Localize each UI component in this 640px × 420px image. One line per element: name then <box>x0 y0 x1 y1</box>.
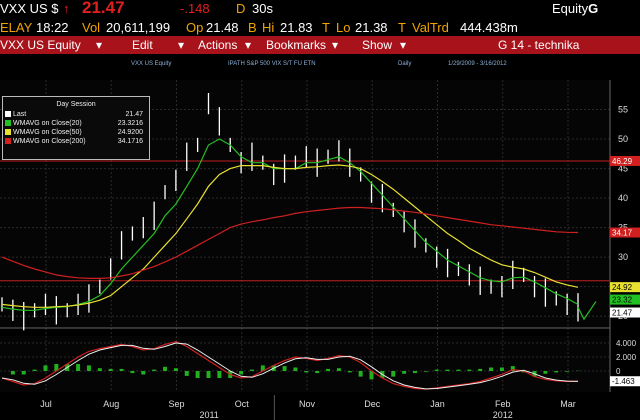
legend-value: 34.1716 <box>117 138 143 145</box>
legend-box[interactable]: Day Session Last 21.47 WMAVG on Close(20… <box>2 96 150 160</box>
legend-item-wmavg200: WMAVG on Close(200) 34.1716 <box>3 137 149 146</box>
lower-tick-label: 0 <box>616 367 621 376</box>
ticker-label[interactable]: VXX US $ <box>0 1 59 16</box>
equity-logo-suffix: G <box>588 1 599 16</box>
legend-value: 24.9200 <box>117 129 143 136</box>
show-menu[interactable]: Show <box>362 38 393 52</box>
quote-time: 18:22 <box>36 20 69 35</box>
legend-label: WMAVG on Close(20) <box>13 120 82 127</box>
lower-tick-label: 2.000 <box>616 353 637 362</box>
open-value: 21.48 <box>206 20 239 35</box>
legend-value: 23.3216 <box>117 120 143 127</box>
vol-label: Vol <box>82 20 101 35</box>
x-tick-label: Nov <box>299 399 316 409</box>
lower-marker <box>610 376 640 387</box>
valtrd-value: 444.438m <box>460 20 518 35</box>
y-tick-label: 30 <box>618 252 628 262</box>
b-label: B <box>248 20 257 35</box>
series-line <box>1 206 579 279</box>
hi-label: Hi <box>262 20 275 35</box>
price-marker-label: 24.92 <box>612 283 633 292</box>
bookmarks-menu[interactable]: Bookmarks <box>266 38 327 52</box>
x-year-label: 2012 <box>493 410 513 420</box>
edit-chevron-icon[interactable]: ▾ <box>178 38 185 52</box>
lower-plot-area <box>0 336 610 392</box>
actions-chevron-icon[interactable]: ▾ <box>245 38 252 52</box>
x-tick-label: Dec <box>364 399 381 409</box>
legend-item-wmavg50: WMAVG on Close(50) 24.9200 <box>3 128 149 137</box>
price-marker <box>610 294 640 305</box>
price-marker-label: 34.17 <box>612 229 633 238</box>
subtitle-range: 1/29/2009 - 3/16/2012 <box>448 61 507 67</box>
y-tick-label: 50 <box>618 134 628 144</box>
price-marker-label: 21.47 <box>612 309 633 318</box>
quote-header: VXX US $ ↑ 21.47 -.148 D 30s EquityG <box>0 0 640 19</box>
price-marker-label: 23.32 <box>612 296 633 305</box>
legend-label: WMAVG on Close(50) <box>13 129 82 136</box>
low-value: 21.38 <box>355 20 388 35</box>
t-label: T <box>322 20 330 35</box>
price-marker-label: 46.29 <box>612 157 633 166</box>
open-label: Op <box>186 20 204 35</box>
x-tick-label: Feb <box>495 399 511 409</box>
legend-label: WMAVG on Close(200) <box>13 138 86 145</box>
subtitle-period: Daily <box>398 61 412 67</box>
delay-label: ELAY <box>0 20 33 35</box>
x-tick-label: Oct <box>235 399 250 409</box>
t-label-2: T <box>398 20 406 35</box>
legend-item-wmavg20: WMAVG on Close(20) 23.3216 <box>3 119 149 128</box>
subtitle-name: IPATH S&P 500 VIX S/T FU ETN <box>228 61 316 67</box>
price-marker <box>610 282 640 293</box>
lo-label: Lo <box>336 20 351 35</box>
series-tail-line <box>577 301 597 321</box>
actions-menu[interactable]: Actions <box>198 38 238 52</box>
x-tick-label: Mar <box>560 399 576 409</box>
legend-label: Last <box>13 111 27 118</box>
legend-item-last: Last 21.47 <box>3 110 149 119</box>
legend-header: Day Session <box>56 101 96 108</box>
equity-logo: EquityG <box>552 1 598 16</box>
edit-menu[interactable]: Edit <box>132 38 153 52</box>
chart-tab-label[interactable]: G 14 - technika <box>498 38 580 52</box>
y-tick-label: 45 <box>618 164 628 174</box>
subtitle-security: VXX US Equity <box>131 61 172 67</box>
price-marker <box>610 227 640 238</box>
high-value: 21.83 <box>280 20 313 35</box>
legend-swatch <box>5 138 11 144</box>
volume-value: 20,611,199 <box>106 20 171 35</box>
x-tick-label: Jul <box>40 399 52 409</box>
price-marker <box>610 155 640 166</box>
show-chevron-icon[interactable]: ▾ <box>400 38 407 52</box>
legend-swatch <box>5 120 11 126</box>
up-arrow-icon: ↑ <box>63 1 70 16</box>
equity-logo-text: Equity <box>552 1 589 16</box>
last-price: 21.47 <box>82 0 125 17</box>
chevron-down-icon[interactable]: ▾ <box>96 38 103 52</box>
price-change: -.148 <box>180 1 210 16</box>
security-field[interactable]: VXX US Equity <box>0 38 81 52</box>
valtrd-label: ValTrd <box>412 20 449 35</box>
x-tick-label: Aug <box>103 399 119 409</box>
legend-swatch <box>5 111 11 117</box>
x-year-label: 2011 <box>199 410 218 420</box>
x-tick-label: Sep <box>168 399 184 409</box>
bookmarks-chevron-icon[interactable]: ▾ <box>332 38 339 52</box>
x-tick-label: Jan <box>430 399 445 409</box>
lower-tick-label: -1.463 <box>612 377 635 386</box>
legend-value: 21.47 <box>125 111 143 118</box>
y-tick-label: 40 <box>618 193 628 203</box>
y-tick-label: 55 <box>618 105 628 115</box>
signal-line <box>1 342 579 390</box>
lower-tick-label: 4.000 <box>616 339 637 348</box>
chart-subtitle: VXX US Equity IPATH S&P 500 VIX S/T FU E… <box>0 54 640 76</box>
series-line <box>1 164 579 308</box>
interval-value[interactable]: 30s <box>252 1 273 16</box>
price-marker <box>610 307 640 318</box>
oscillator-line <box>1 340 579 390</box>
menu-bar: VXX US Equity ▾ Edit ▾ Actions ▾ Bookmar… <box>0 36 640 54</box>
quote-stats: ELAY 18:22 Vol 20,611,199 Op 21.48 B Hi … <box>0 19 640 36</box>
interval-d-label: D <box>236 1 246 16</box>
legend-swatch <box>5 129 11 135</box>
